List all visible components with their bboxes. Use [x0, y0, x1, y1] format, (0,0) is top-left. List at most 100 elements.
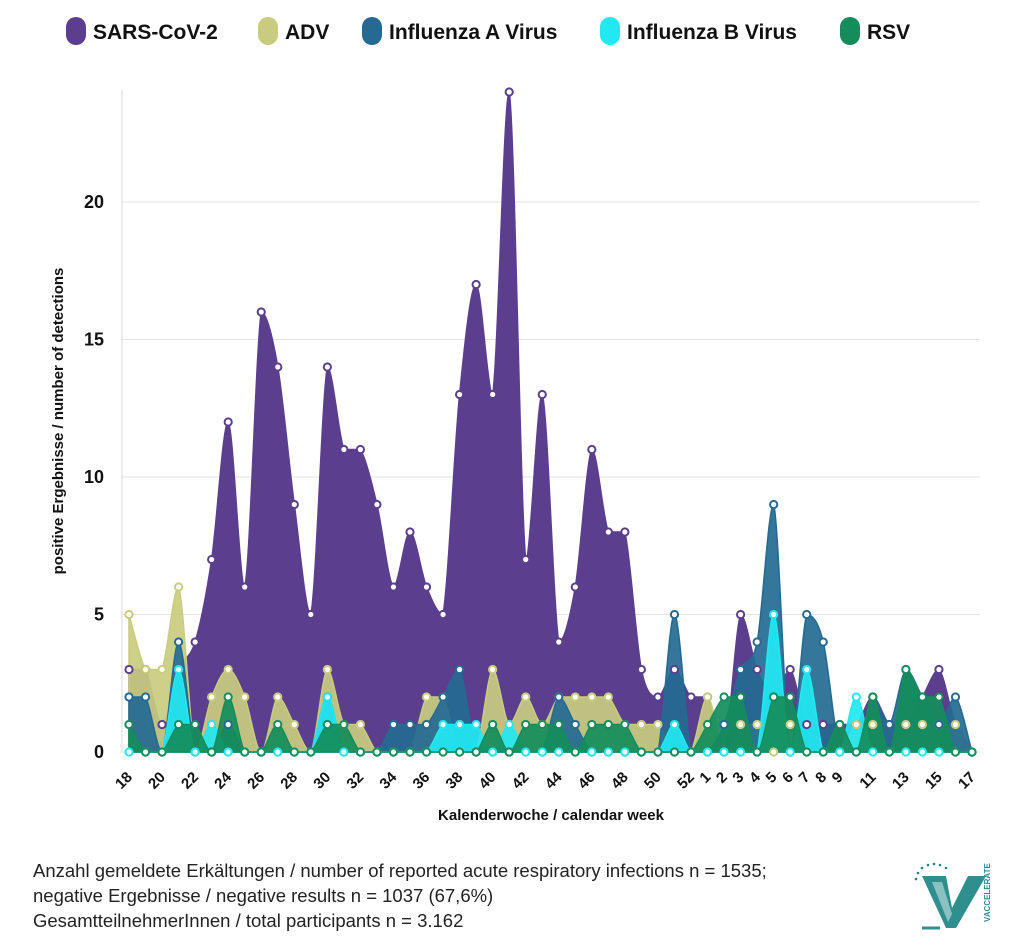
data-point-influenza-b-virus[interactable]	[521, 747, 531, 757]
data-point-influenza-a-virus[interactable]	[884, 719, 894, 730]
data-point-rsv[interactable]	[884, 747, 894, 757]
data-point-influenza-b-virus[interactable]	[488, 747, 498, 757]
data-point-influenza-b-virus[interactable]	[223, 747, 233, 757]
data-point-rsv[interactable]	[240, 747, 250, 757]
data-point-rsv[interactable]	[190, 719, 200, 730]
data-point-adv[interactable]	[207, 692, 217, 702]
data-point-sars-cov-2[interactable]	[190, 637, 200, 647]
data-point-adv[interactable]	[521, 692, 531, 702]
data-point-rsv[interactable]	[140, 747, 151, 757]
data-point-sars-cov-2[interactable]	[735, 609, 746, 620]
data-point-adv[interactable]	[603, 692, 613, 702]
data-point-influenza-b-virus[interactable]	[322, 692, 332, 702]
data-point-adv[interactable]	[950, 719, 961, 730]
data-point-rsv[interactable]	[488, 719, 498, 730]
data-point-adv[interactable]	[901, 719, 911, 730]
data-point-rsv[interactable]	[603, 719, 613, 730]
data-point-influenza-a-virus[interactable]	[769, 499, 779, 510]
data-point-rsv[interactable]	[835, 719, 845, 730]
data-point-rsv[interactable]	[901, 664, 911, 675]
data-point-rsv[interactable]	[686, 747, 696, 757]
data-point-sars-cov-2[interactable]	[289, 499, 299, 510]
data-point-influenza-b-virus[interactable]	[173, 664, 184, 675]
data-point-influenza-a-virus[interactable]	[388, 719, 399, 730]
data-point-adv[interactable]	[769, 747, 779, 757]
data-point-rsv[interactable]	[967, 747, 977, 757]
data-point-rsv[interactable]	[636, 747, 647, 757]
data-point-influenza-a-virus[interactable]	[719, 719, 729, 730]
data-point-adv[interactable]	[273, 692, 283, 702]
data-point-sars-cov-2[interactable]	[488, 389, 498, 400]
data-point-rsv[interactable]	[785, 692, 795, 702]
legend-label-influenza-b-virus[interactable]: Influenza B Virus	[627, 21, 797, 44]
data-point-influenza-b-virus[interactable]	[124, 747, 134, 757]
data-point-rsv[interactable]	[735, 692, 746, 702]
legend-label-sars-cov-2[interactable]: SARS-CoV-2	[93, 21, 218, 44]
data-point-sars-cov-2[interactable]	[554, 637, 564, 647]
data-point-sars-cov-2[interactable]	[686, 692, 696, 702]
data-point-rsv[interactable]	[355, 747, 366, 757]
data-point-influenza-b-virus[interactable]	[273, 747, 283, 757]
data-point-influenza-b-virus[interactable]	[802, 664, 812, 675]
data-point-rsv[interactable]	[752, 747, 762, 757]
data-point-sars-cov-2[interactable]	[471, 279, 481, 290]
data-point-rsv[interactable]	[157, 747, 167, 757]
data-point-rsv[interactable]	[653, 747, 663, 757]
data-point-rsv[interactable]	[223, 692, 233, 702]
data-point-sars-cov-2[interactable]	[504, 87, 514, 97]
legend-swatch-rsv[interactable]	[840, 17, 860, 45]
data-point-influenza-b-virus[interactable]	[587, 747, 597, 757]
data-point-influenza-b-virus[interactable]	[190, 747, 200, 757]
data-point-influenza-a-virus[interactable]	[950, 692, 961, 702]
data-point-influenza-b-virus[interactable]	[339, 747, 349, 757]
data-point-influenza-a-virus[interactable]	[140, 692, 151, 702]
data-point-rsv[interactable]	[950, 747, 961, 757]
data-point-influenza-b-virus[interactable]	[785, 747, 795, 757]
data-point-influenza-a-virus[interactable]	[818, 637, 828, 647]
data-point-adv[interactable]	[653, 719, 663, 730]
data-point-sars-cov-2[interactable]	[603, 527, 613, 537]
data-point-rsv[interactable]	[438, 747, 448, 757]
data-point-sars-cov-2[interactable]	[157, 719, 167, 730]
data-point-adv[interactable]	[289, 719, 299, 730]
data-point-influenza-b-virus[interactable]	[702, 747, 713, 757]
data-point-rsv[interactable]	[124, 719, 134, 730]
data-point-influenza-a-virus[interactable]	[438, 692, 448, 702]
data-point-sars-cov-2[interactable]	[521, 554, 531, 565]
data-point-sars-cov-2[interactable]	[653, 692, 663, 702]
data-point-influenza-b-virus[interactable]	[901, 747, 911, 757]
data-point-influenza-a-virus[interactable]	[802, 609, 812, 620]
data-point-influenza-b-virus[interactable]	[735, 747, 746, 757]
data-point-influenza-a-virus[interactable]	[173, 637, 184, 647]
data-point-influenza-b-virus[interactable]	[504, 719, 514, 730]
data-point-rsv[interactable]	[173, 719, 184, 730]
data-point-rsv[interactable]	[289, 747, 299, 757]
data-point-influenza-b-virus[interactable]	[917, 747, 928, 757]
data-point-adv[interactable]	[917, 719, 928, 730]
data-point-adv[interactable]	[851, 719, 861, 730]
data-point-adv[interactable]	[785, 719, 795, 730]
data-point-sars-cov-2[interactable]	[322, 362, 332, 372]
data-point-adv[interactable]	[173, 582, 184, 592]
data-point-sars-cov-2[interactable]	[372, 499, 382, 510]
data-point-rsv[interactable]	[207, 747, 217, 757]
data-point-adv[interactable]	[868, 719, 878, 730]
data-point-rsv[interactable]	[421, 747, 432, 757]
data-point-influenza-b-virus[interactable]	[769, 609, 779, 620]
data-point-rsv[interactable]	[322, 719, 332, 730]
data-point-adv[interactable]	[702, 692, 713, 702]
data-point-sars-cov-2[interactable]	[339, 444, 349, 455]
data-point-rsv[interactable]	[917, 692, 928, 702]
data-point-rsv[interactable]	[570, 747, 580, 757]
data-point-rsv[interactable]	[388, 747, 399, 757]
data-point-rsv[interactable]	[306, 747, 316, 757]
data-point-influenza-b-virus[interactable]	[207, 719, 217, 730]
data-point-sars-cov-2[interactable]	[256, 307, 266, 317]
data-point-sars-cov-2[interactable]	[124, 664, 134, 675]
data-point-adv[interactable]	[240, 692, 250, 702]
data-point-adv[interactable]	[570, 692, 580, 702]
data-point-influenza-b-virus[interactable]	[454, 719, 465, 730]
data-point-influenza-a-virus[interactable]	[752, 637, 762, 647]
data-point-rsv[interactable]	[504, 747, 514, 757]
data-point-adv[interactable]	[355, 719, 366, 730]
